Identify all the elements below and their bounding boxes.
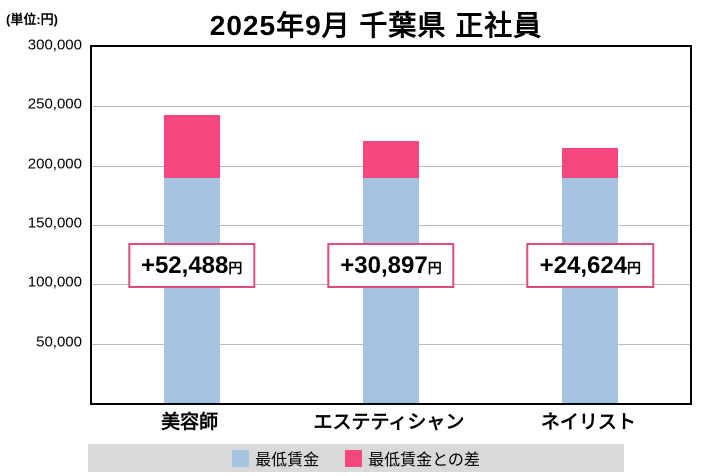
x-axis-labels: 美容師 エステティシャン ネイリスト [90,407,688,434]
plot-area: +52,488円 +30,897円 +24,624円 [90,45,692,405]
y-tick-label: 150,000 [27,214,82,232]
bar-segment-min-wage [562,177,619,403]
annotation-box: +52,488円 [127,242,256,289]
legend-label: 最低賃金 [255,452,320,469]
x-category-label: ネイリスト [540,412,636,433]
annotation-suffix: 円 [627,259,642,276]
legend-swatch [232,449,250,467]
y-tick-label: 300,000 [27,36,82,54]
legend-item: 最低賃金との差 [345,446,480,470]
bar-stack [163,47,220,403]
gridline [92,106,690,108]
legend-item: 最低賃金 [232,446,319,470]
bar-segment-diff [362,140,419,178]
y-axis: 300,000 250,000 200,000 150,000 100,000 50,00… [0,37,84,401]
bar-segment-diff [163,115,220,178]
bar-group: +30,897円 [291,47,490,403]
legend: 最低賃金 最低賃金との差 [88,444,624,472]
y-tick-label: 250,000 [27,95,82,113]
annotation-box: +24,624円 [526,242,655,289]
x-category-label: 美容師 [161,412,219,433]
y-tick-label: 100,000 [27,273,82,291]
bar-group: +24,624円 [491,47,690,403]
bar-segment-diff [562,148,619,178]
annotation-suffix: 円 [228,259,243,276]
y-tick-label: 200,000 [27,155,82,173]
bar-segment-min-wage [163,177,220,403]
bars-layer: +52,488円 +30,897円 +24,624円 [92,47,690,403]
bar-group: +52,488円 [92,47,291,403]
bar-stack [362,47,419,403]
chart-title: 2025年9月 千葉県 正社員 [209,10,543,41]
bar-segment-min-wage [362,177,419,403]
annotation-box: +30,897円 [327,242,455,289]
annotation-value: +24,624 [539,251,628,279]
legend-label: 最低賃金との差 [368,452,480,469]
bar-stack [562,47,619,403]
legend-swatch [345,449,363,467]
y-tick-label: 50,000 [36,333,82,351]
annotation-suffix: 円 [427,259,442,276]
unit-label: (単位:円) [6,12,58,27]
annotation-value: +52,488 [140,251,229,279]
annotation-value: +30,897 [340,251,428,279]
x-category-label: エステティシャン [313,412,465,433]
